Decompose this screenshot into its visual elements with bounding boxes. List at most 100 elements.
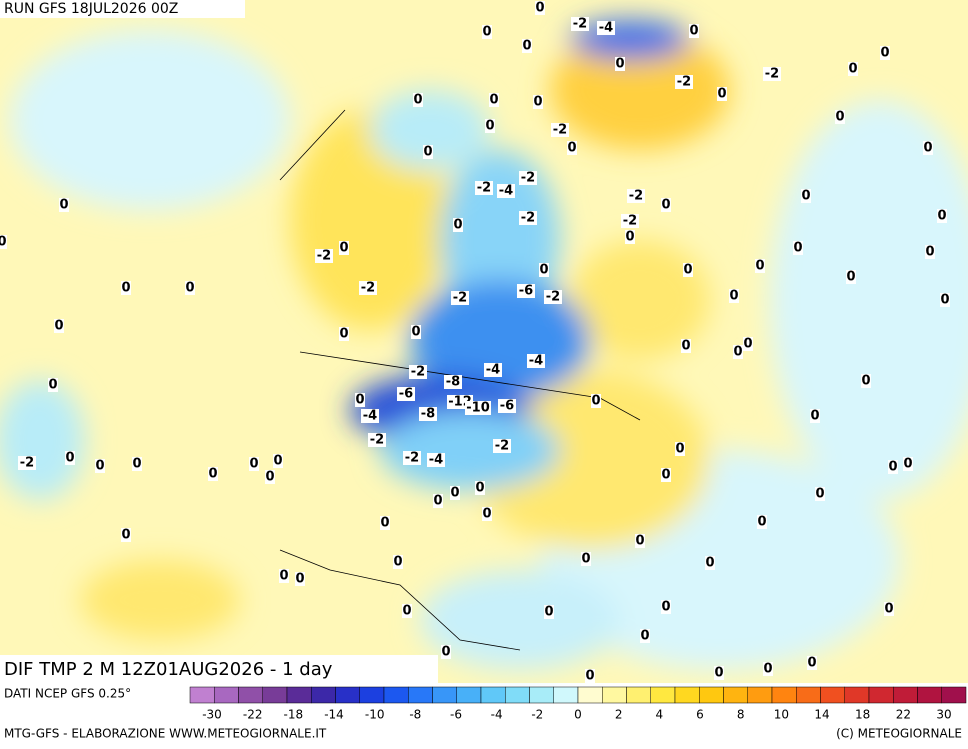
label-bg: [444, 375, 462, 389]
contour-label: -6: [399, 387, 413, 402]
contour-label: 0: [861, 374, 870, 389]
colorbar-label: 22: [896, 708, 911, 722]
label-bg: [729, 289, 739, 303]
label-bg: [681, 339, 691, 353]
label-bg: [544, 290, 562, 304]
label-bg: [903, 457, 913, 471]
label-bg: [810, 409, 820, 423]
contour-label: 0: [65, 451, 74, 466]
label-bg: [265, 470, 275, 484]
colorbar-label: 0: [574, 708, 582, 722]
label-bg: [295, 572, 305, 586]
label-bg: [835, 110, 845, 124]
label-bg: [940, 293, 950, 307]
contour-label: -2: [405, 451, 419, 466]
colorbar-swatch: [747, 686, 773, 704]
contour-label: 0: [793, 241, 802, 256]
colorbar-swatch: [577, 686, 603, 704]
contour-label: 0: [475, 481, 484, 496]
contour-label: 0: [411, 325, 420, 340]
contour-label: 0: [121, 281, 130, 296]
label-bg: [527, 354, 545, 368]
colorbar-swatch: [311, 686, 336, 704]
credit: MTG-GFS - ELABORAZIONE WWW.METEOGIORNALE…: [4, 727, 327, 741]
contour-label: 0: [522, 39, 531, 54]
contour-label: -2: [495, 439, 509, 454]
label-bg: [441, 645, 451, 659]
contour-label: 0: [567, 141, 576, 156]
label-bg: [551, 123, 569, 137]
contour-label: 0: [757, 515, 766, 530]
colorbar-swatch: [408, 686, 433, 704]
label-bg: [453, 218, 463, 232]
colorbar-swatch: [335, 686, 360, 704]
contour-label: 0: [581, 552, 590, 567]
contour-label: -2: [477, 181, 491, 196]
contour-label: -2: [453, 291, 467, 306]
label-bg: [923, 141, 933, 155]
label-bg: [397, 387, 415, 401]
contour-label: 0: [273, 454, 282, 469]
colorbar-swatch: [286, 686, 312, 704]
contour-label: -2: [521, 211, 535, 226]
label-bg: [807, 656, 817, 670]
label-bg: [484, 363, 502, 377]
contour-label: 0: [635, 534, 644, 549]
colorbar-swatch: [262, 686, 288, 704]
label-bg: [535, 1, 545, 15]
contour-label: -4: [599, 21, 613, 36]
colorbar-swatch: [820, 686, 845, 704]
colorbar-swatch: [699, 686, 724, 704]
label-bg: [427, 453, 445, 467]
label-bg: [249, 457, 259, 471]
label-bg: [493, 439, 511, 453]
colorbar-swatch: [238, 686, 263, 704]
label-bg: [482, 507, 492, 521]
colorbar-label: 18: [855, 708, 870, 722]
label-bg: [880, 46, 890, 60]
label-bg: [48, 378, 58, 392]
label-bg: [937, 209, 947, 223]
label-bg: [581, 552, 591, 566]
contour-label: 0: [937, 209, 946, 224]
contour-label: 0: [402, 604, 411, 619]
colorbar-swatch: [626, 686, 651, 704]
contour-label: 0: [755, 259, 764, 274]
colorbar-swatch: [674, 686, 700, 704]
label-bg: [615, 57, 625, 71]
contour-label: -2: [623, 214, 637, 229]
contour-label: -2: [765, 67, 779, 82]
contour-label: 0: [482, 25, 491, 40]
label-bg: [861, 374, 871, 388]
label-bg: [714, 666, 724, 680]
contour-label: 0: [393, 555, 402, 570]
label-bg: [888, 460, 898, 474]
colorbar-swatch: [432, 686, 457, 704]
colorbar-label: -18: [284, 708, 304, 722]
contour-label: 0: [48, 378, 57, 393]
label-bg: [815, 487, 825, 501]
label-bg: [625, 230, 635, 244]
colorbar-swatch: [480, 686, 506, 704]
colorbar-label: -2: [531, 708, 543, 722]
label-bg: [597, 21, 615, 35]
label-bg: [0, 235, 7, 249]
contour-label: 0: [661, 198, 670, 213]
colorbar-label: 10: [774, 708, 789, 722]
label-bg: [403, 451, 421, 465]
contour-label: 0: [482, 507, 491, 522]
colorbar-swatch: [868, 686, 894, 704]
temperature-field: [0, 20, 968, 670]
label-bg: [413, 93, 423, 107]
contour-label: -10: [466, 401, 490, 416]
contour-label: -2: [521, 171, 535, 186]
run-label: RUN GFS 18JUL2026 00Z: [4, 1, 178, 17]
label-bg: [683, 263, 693, 277]
label-bg: [544, 605, 554, 619]
contour-label: -2: [411, 365, 425, 380]
label-bg: [482, 25, 492, 39]
label-bg: [475, 181, 493, 195]
contour-label: 0: [801, 189, 810, 204]
label-bg: [517, 284, 535, 298]
contour-label: -6: [500, 399, 514, 414]
